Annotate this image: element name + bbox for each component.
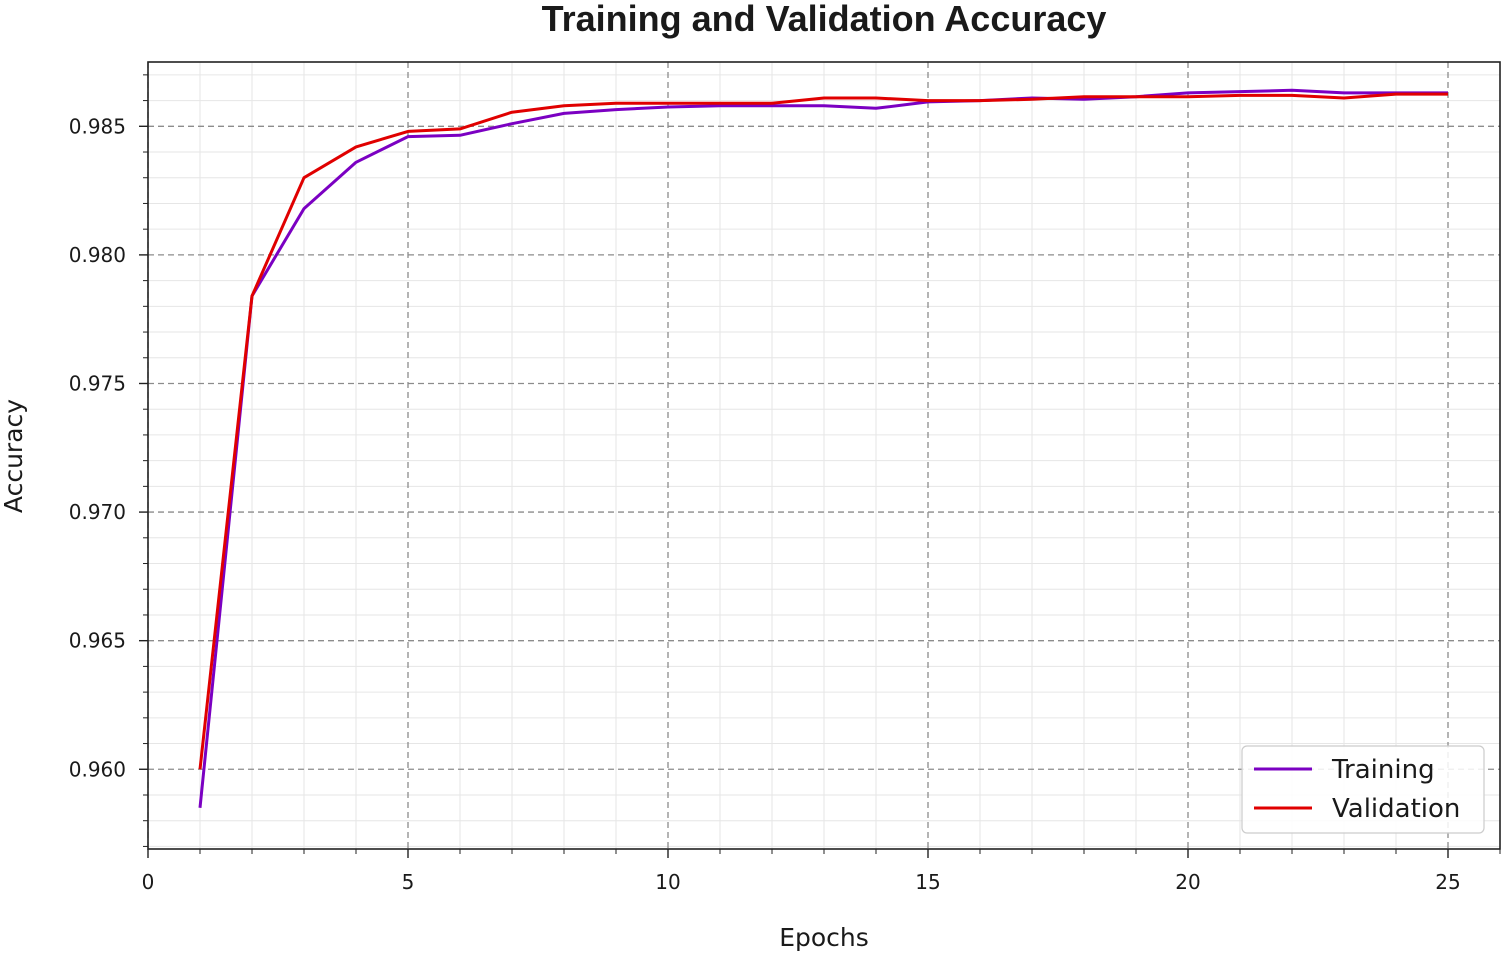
x-tick-label: 20 bbox=[1175, 870, 1200, 894]
legend: Training Validation bbox=[1241, 745, 1485, 834]
legend-label-validation: Validation bbox=[1332, 794, 1460, 824]
y-axis-label: Accuracy bbox=[0, 399, 28, 513]
data-series bbox=[198, 88, 1448, 808]
series-line-validation bbox=[198, 92, 1448, 770]
y-tick-label: 0.985 bbox=[69, 114, 126, 138]
y-tick-label: 0.975 bbox=[69, 371, 126, 395]
axis-ticks: 0 5 10 15 20 25 0.960 0.965 0.970 0.975 0.980 0.985 bbox=[69, 74, 1501, 894]
x-tick-label: 5 bbox=[402, 870, 415, 894]
y-tick-label: 0.965 bbox=[69, 629, 126, 653]
x-tick-label: 15 bbox=[915, 870, 940, 894]
y-tick-label: 0.980 bbox=[69, 243, 126, 267]
x-tick-label: 0 bbox=[142, 870, 155, 894]
series-line-training bbox=[198, 88, 1448, 808]
chart-title: Training and Validation Accuracy bbox=[542, 0, 1107, 39]
legend-label-training: Training bbox=[1331, 755, 1435, 785]
x-tick-label: 25 bbox=[1435, 870, 1460, 894]
x-tick-label: 10 bbox=[655, 870, 680, 894]
y-tick-label: 0.970 bbox=[69, 500, 126, 524]
y-tick-label: 0.960 bbox=[69, 757, 126, 781]
minor-grid bbox=[148, 62, 1501, 849]
x-axis-label: Epochs bbox=[779, 923, 869, 952]
